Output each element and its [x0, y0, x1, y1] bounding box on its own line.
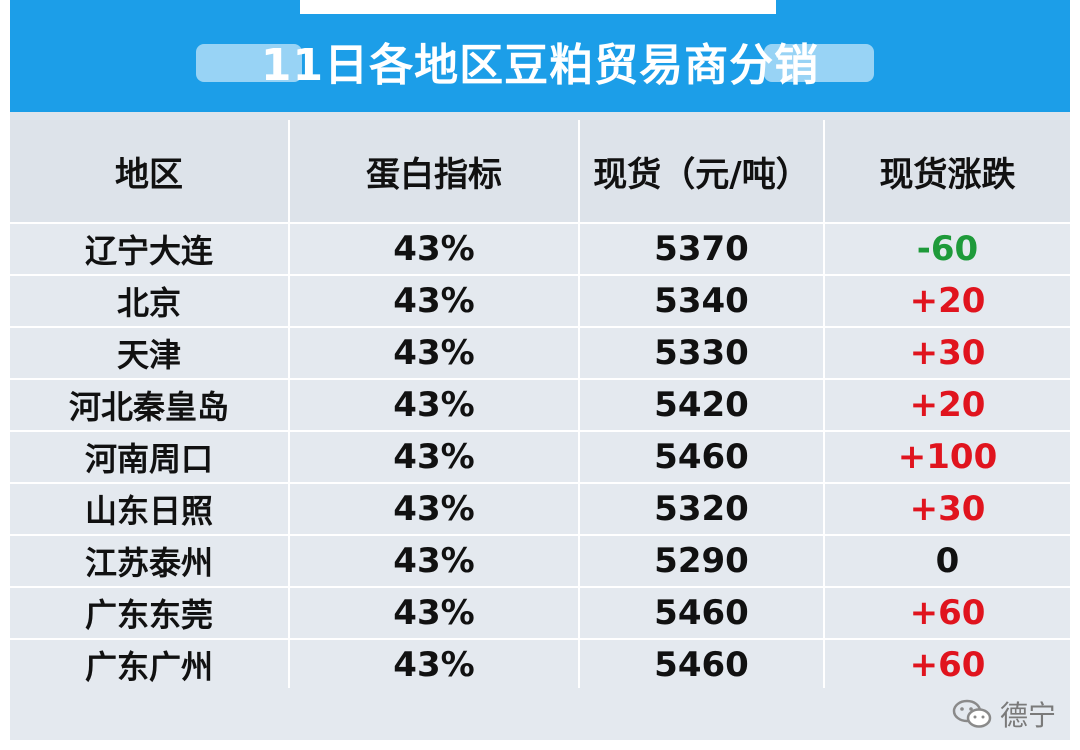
protein-cell: 43%: [290, 640, 580, 692]
title-redaction-left: [196, 44, 302, 82]
price-cell: 5320: [580, 484, 825, 536]
price-cell: 5330: [580, 328, 825, 380]
region-cell: 江苏泰州: [10, 536, 290, 588]
region-cell: 河南周口: [10, 432, 290, 484]
table-row: 河北秦皇岛 43% 5420 +20: [10, 380, 1070, 432]
wechat-icon: [952, 699, 992, 728]
table-row: 广东东莞 43% 5460 +60: [10, 588, 1070, 640]
protein-cell: 43%: [290, 484, 580, 536]
title-notch: [300, 0, 776, 14]
title-redaction-right: [764, 44, 874, 82]
region-cell: 广东广州: [10, 640, 290, 692]
region-cell: 辽宁大连: [10, 224, 290, 276]
table-header-row: 地区 蛋白指标 现货（元/吨） 现货涨跌: [10, 120, 1070, 224]
price-cell: 5370: [580, 224, 825, 276]
change-cell: +100: [825, 432, 1070, 484]
table-row: 天津 43% 5330 +30: [10, 328, 1070, 380]
table-footer: [10, 688, 1070, 740]
region-cell: 北京: [10, 276, 290, 328]
change-cell: +20: [825, 380, 1070, 432]
table-row: 辽宁大连 43% 5370 -60: [10, 224, 1070, 276]
protein-cell: 43%: [290, 536, 580, 588]
price-cell: 5460: [580, 640, 825, 692]
header-price: 现货（元/吨）: [580, 120, 825, 224]
price-cell: 5460: [580, 432, 825, 484]
table-row: 山东日照 43% 5320 +30: [10, 484, 1070, 536]
change-cell: -60: [825, 224, 1070, 276]
region-cell: 天津: [10, 328, 290, 380]
price-cell: 5340: [580, 276, 825, 328]
protein-cell: 43%: [290, 276, 580, 328]
protein-cell: 43%: [290, 380, 580, 432]
header-region: 地区: [10, 120, 290, 224]
protein-cell: 43%: [290, 224, 580, 276]
protein-cell: 43%: [290, 588, 580, 640]
region-cell: 河北秦皇岛: [10, 380, 290, 432]
header-change: 现货涨跌: [825, 120, 1070, 224]
change-cell: 0: [825, 536, 1070, 588]
watermark-text: 德宁: [999, 699, 1056, 732]
page-title: 11日各地区豆粕贸易商分销: [260, 40, 820, 91]
change-cell: +30: [825, 328, 1070, 380]
change-cell: +60: [825, 640, 1070, 692]
price-cell: 5460: [580, 588, 825, 640]
table-row: 河南周口 43% 5460 +100: [10, 432, 1070, 484]
change-cell: +30: [825, 484, 1070, 536]
change-cell: +60: [825, 588, 1070, 640]
title-band: [10, 0, 1070, 112]
region-cell: 广东东莞: [10, 588, 290, 640]
watermark: 德宁: [952, 694, 1056, 734]
table-row: 江苏泰州 43% 5290 0: [10, 536, 1070, 588]
price-cell: 5290: [580, 536, 825, 588]
price-table: 地区 蛋白指标 现货（元/吨） 现货涨跌 辽宁大连 43% 5370 -60 北京 43%…: [10, 112, 1070, 740]
change-cell: +20: [825, 276, 1070, 328]
table-row: 北京 43% 5340 +20: [10, 276, 1070, 328]
price-cell: 5420: [580, 380, 825, 432]
table-row: 广东广州 43% 5460 +60: [10, 640, 1070, 692]
header-protein: 蛋白指标: [290, 120, 580, 224]
protein-cell: 43%: [290, 328, 580, 380]
protein-cell: 43%: [290, 432, 580, 484]
region-cell: 山东日照: [10, 484, 290, 536]
